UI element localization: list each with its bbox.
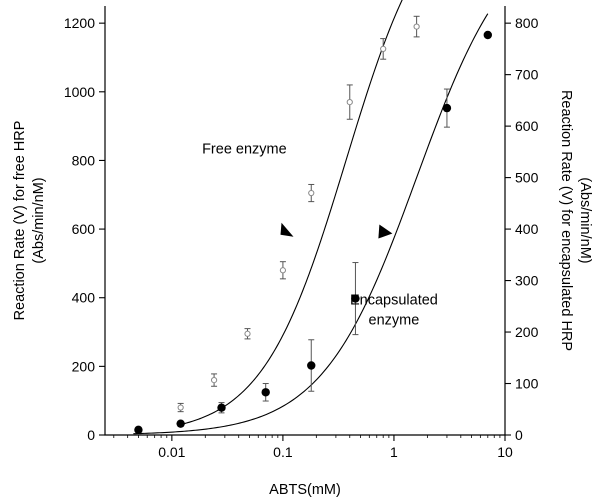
encapsulated-enzyme-point (217, 403, 226, 412)
x-tick-label: 0.1 (273, 444, 293, 460)
left-y-tick-label: 0 (87, 427, 95, 443)
right-y-tick-label: 800 (515, 15, 539, 31)
free-enzyme-point (279, 267, 287, 274)
right-y-tick-label: 100 (515, 376, 539, 392)
right-y-axis-title-line-2: (Abs/min/nM) (577, 177, 593, 263)
encapsulated-enzyme-point (261, 388, 270, 397)
annotation-label: enzyme (369, 313, 420, 329)
left-y-axis-title-line-2: (Abs/min/nM) (31, 177, 47, 263)
left-y-axis-title-line-1: Reaction Rate (V) for free HRP (12, 121, 28, 321)
left-y-tick-label: 800 (72, 152, 96, 168)
x-tick-label: 10 (497, 444, 513, 460)
x-axis-title: ABTS(mM) (269, 482, 341, 498)
right-y-tick-label: 300 (515, 273, 539, 289)
free-enzyme-point (210, 376, 218, 384)
free-enzyme-point (413, 23, 420, 30)
free-enzyme-fit-curve (180, 0, 403, 426)
free-enzyme-point (308, 189, 315, 197)
right-y-tick-label: 500 (515, 170, 539, 186)
encapsulated-enzyme-point (176, 419, 185, 428)
free-enzyme-point (346, 98, 353, 106)
right-y-tick-label: 700 (515, 67, 539, 83)
right-y-axis-title-line-1: Reaction Rate (V) for encapsulated HRP (558, 90, 574, 351)
left-y-tick-label: 1000 (64, 84, 95, 100)
right-y-tick-label: 0 (515, 427, 523, 443)
left-y-tick-label: 200 (72, 358, 96, 374)
right-y-tick-label: 400 (515, 221, 539, 237)
left-y-tick-label: 400 (72, 290, 96, 306)
encapsulated-enzyme-point (483, 30, 492, 40)
arrow-to-right-axis (378, 224, 393, 239)
arrow-to-left-axis (280, 222, 294, 237)
free-enzyme-point (380, 45, 387, 53)
encapsulated-enzyme-point (307, 361, 316, 370)
free-enzyme-point (177, 404, 184, 411)
free-enzyme-point (244, 330, 251, 337)
axes-frame (104, 6, 506, 436)
encapsulated-enzyme-point (134, 425, 143, 435)
right-y-tick-label: 600 (515, 118, 539, 134)
encapsulated-enzyme-point (442, 103, 452, 113)
encapsulated-enzyme-fit-curve (133, 13, 489, 435)
left-y-tick-label: 1200 (64, 15, 95, 31)
plot-area: 0.01 0.1 1 10020040060080010001200010020030… (64, 0, 539, 460)
annotation-label: Free enzyme (202, 142, 287, 158)
annotation-label: Encapsulated (350, 293, 438, 309)
left-y-tick-label: 600 (72, 221, 96, 237)
x-tick-label: 0.01 (158, 444, 185, 460)
encapsulated-enzyme-point (351, 294, 360, 303)
right-y-tick-label: 200 (515, 324, 539, 340)
x-tick-label: 1 (390, 444, 398, 460)
